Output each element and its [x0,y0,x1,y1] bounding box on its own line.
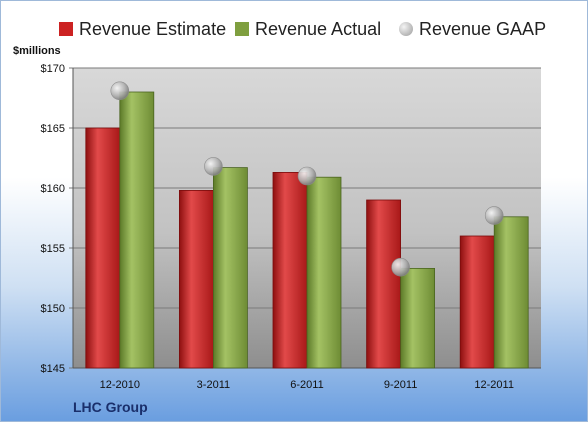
y-tick-label: $155 [41,243,65,255]
bar-revenue-actual [400,267,436,369]
legend-swatch-estimate [59,22,73,36]
legend-item-estimate: Revenue Estimate [59,15,226,43]
legend-label-gaap: Revenue GAAP [419,18,547,39]
y-axis-unit-label: $millions [13,45,61,57]
bar-revenue-estimate [178,189,214,369]
legend: Revenue Estimate Revenue Actual Revenue … [1,15,588,43]
x-tick-label: 12-2011 [474,379,514,391]
bar-revenue-actual [212,167,248,369]
bar-revenue-estimate [272,171,308,369]
x-tick-label: 12-2010 [100,379,140,391]
marker-revenue-gaap [297,166,317,186]
bar-revenue-estimate [366,199,402,369]
bar-revenue-actual [493,216,529,369]
y-tick-label: $150 [41,303,65,315]
bar-revenue-actual [119,91,155,369]
y-tick-label: $165 [41,123,65,135]
bar-revenue-actual [306,176,342,369]
marker-revenue-gaap [204,157,223,176]
legend-swatch-actual [235,22,249,36]
y-tick-label: $170 [41,63,65,75]
legend-label-actual: Revenue Actual [255,18,382,39]
bar-revenue-estimate [85,127,121,369]
x-tick-label: 3-2011 [197,379,230,391]
marker-revenue-gaap [391,257,410,277]
legend-label-estimate: Revenue Estimate [79,18,227,39]
legend-item-actual: Revenue Actual [235,15,381,43]
marker-revenue-gaap [484,206,504,225]
x-tick-label: 6-2011 [290,379,323,391]
bar-revenue-estimate [459,235,495,369]
y-tick-label: $160 [41,183,65,195]
legend-swatch-gaap [399,22,413,36]
legend-item-gaap: Revenue GAAP [399,15,546,43]
y-tick-label: $145 [41,363,65,375]
x-tick-label: 9-2011 [384,379,417,391]
marker-revenue-gaap [110,81,130,101]
company-name: LHC Group [73,399,148,415]
